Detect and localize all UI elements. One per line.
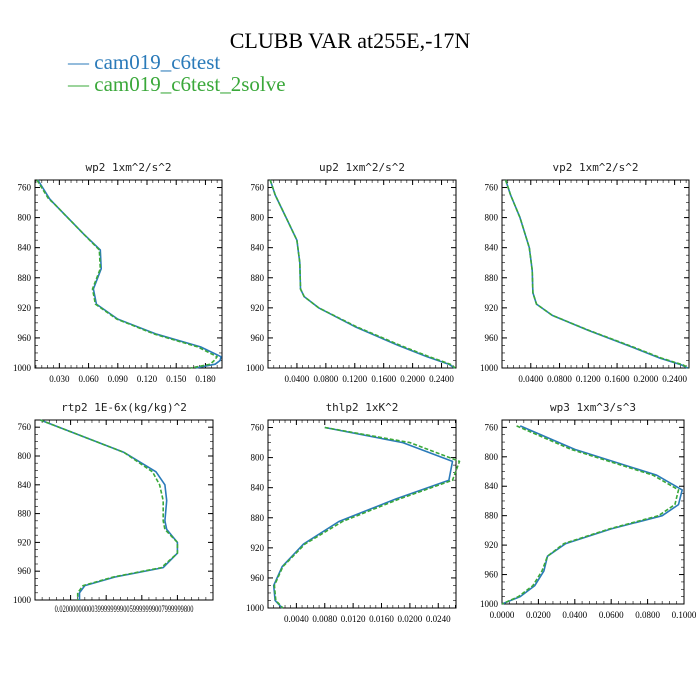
- y-tick-label-0-2: 840: [18, 243, 32, 253]
- x-tick-label-2-4: 0.2000: [633, 374, 658, 384]
- y-tick-label-3-2: 840: [18, 480, 32, 490]
- x-tick-label-2-5: 0.2400: [662, 374, 687, 384]
- y-tick-label-0-3: 880: [18, 273, 32, 283]
- y-tick-label-1-3: 880: [251, 273, 265, 283]
- series-line-5-0: [501, 425, 684, 605]
- plot-frame-0: [34, 179, 223, 369]
- plot-frame-2: [501, 179, 690, 369]
- x-tick-label-5-2: 0.0400: [562, 610, 587, 620]
- y-tick-label-1-1: 800: [251, 213, 265, 223]
- y-tick-label-2-2: 840: [485, 243, 499, 253]
- x-tick-label-5-4: 0.0800: [635, 610, 660, 620]
- x-tick-label-4-1: 0.0080: [312, 614, 337, 624]
- x-tick-label-2-3: 0.1600: [605, 374, 630, 384]
- y-tick-label-1-4: 920: [251, 303, 265, 313]
- y-tick-label-5-0: 760: [485, 422, 499, 432]
- y-tick-label-4-6: 1000: [246, 603, 265, 613]
- x-tick-label-2-1: 0.0800: [547, 374, 572, 384]
- y-tick-label-5-6: 1000: [480, 599, 499, 609]
- x-tick-label-1-0: 0.0400: [285, 374, 310, 384]
- y-tick-label-3-0: 760: [18, 422, 32, 432]
- x-tick-label-2-2: 0.1200: [576, 374, 601, 384]
- legend-entry-cam019-c6test: — cam019_c6test: [68, 50, 221, 74]
- x-tick-label-1-4: 0.2000: [400, 374, 425, 384]
- x-tick-label-5-1: 0.0200: [526, 610, 551, 620]
- y-tick-label-4-5: 960: [251, 573, 265, 583]
- plot-frame-3: [34, 419, 214, 601]
- x-tick-label-4-2: 0.0120: [341, 614, 366, 624]
- panel-title-0: wp2 1xm^2/s^2: [85, 161, 171, 174]
- panel-title-3: rtp2 1E-6x(kg/kg)^2: [61, 401, 187, 414]
- y-tick-label-0-0: 760: [18, 183, 32, 193]
- y-tick-label-4-3: 880: [251, 513, 265, 523]
- series-line-0-0: [37, 179, 222, 369]
- y-tick-label-5-1: 800: [485, 452, 499, 462]
- panel-title-1: up2 1xm^2/s^2: [319, 161, 405, 174]
- y-tick-label-5-3: 880: [485, 511, 499, 521]
- y-tick-label-2-4: 920: [485, 303, 499, 313]
- x-tick-label-1-5: 0.2400: [429, 374, 454, 384]
- series-line-1-0: [269, 179, 456, 369]
- plot-frame-4: [267, 419, 457, 609]
- x-tick-label-5-0: 0.0000: [490, 610, 515, 620]
- x-tick-label-5-3: 0.0600: [599, 610, 624, 620]
- x-tick-labels-overlapping-3: 0.02000000000399999999005999999900799999…: [55, 604, 194, 614]
- x-tick-label-0-1: 0.060: [78, 374, 99, 384]
- x-tick-label-4-5: 0.0240: [426, 614, 451, 624]
- series-line-0-1: [36, 179, 218, 369]
- y-tick-label-4-0: 760: [251, 423, 265, 433]
- x-tick-label-0-0: 0.030: [49, 374, 70, 384]
- x-tick-label-1-2: 0.1200: [342, 374, 367, 384]
- y-tick-label-0-4: 920: [18, 303, 32, 313]
- series-line-4-1: [273, 426, 461, 609]
- y-tick-label-2-1: 800: [485, 213, 499, 223]
- y-tick-label-1-0: 760: [251, 183, 265, 193]
- x-tick-label-0-5: 0.180: [195, 374, 216, 384]
- y-tick-label-5-2: 840: [485, 481, 499, 491]
- x-tick-label-4-0: 0.0040: [284, 614, 309, 624]
- y-tick-label-2-5: 960: [485, 333, 499, 343]
- y-tick-label-0-5: 960: [18, 333, 32, 343]
- series-line-5-1: [501, 425, 680, 605]
- plot-frame-5: [501, 419, 685, 605]
- x-tick-label-5-5: 0.1000: [672, 610, 697, 620]
- y-tick-label-3-5: 960: [18, 566, 32, 576]
- x-tick-label-0-4: 0.150: [166, 374, 187, 384]
- y-tick-label-1-6: 1000: [246, 363, 265, 373]
- panel-title-2: vp2 1xm^2/s^2: [552, 161, 638, 174]
- y-tick-label-3-3: 880: [18, 509, 32, 519]
- panel-title-5: wp3 1xm^3/s^3: [550, 401, 636, 414]
- x-tick-label-2-0: 0.0400: [518, 374, 543, 384]
- y-tick-label-5-4: 920: [485, 540, 499, 550]
- y-tick-label-4-1: 800: [251, 453, 265, 463]
- y-tick-label-4-4: 920: [251, 543, 265, 553]
- y-tick-label-5-5: 960: [485, 570, 499, 580]
- x-tick-label-4-4: 0.0200: [398, 614, 423, 624]
- series-line-4-0: [272, 426, 454, 609]
- series-line-1-1: [269, 179, 456, 369]
- plot-frame-1: [267, 179, 457, 369]
- series-line-3-1: [40, 419, 179, 600]
- figure-title: CLUBB VAR at255E,-17N: [229, 28, 471, 53]
- y-tick-label-1-5: 960: [251, 333, 265, 343]
- y-tick-label-0-6: 1000: [13, 363, 32, 373]
- series-line-2-1: [504, 179, 689, 369]
- y-tick-label-2-6: 1000: [480, 363, 499, 373]
- y-tick-label-3-1: 800: [18, 451, 32, 461]
- x-tick-label-1-3: 0.1600: [371, 374, 396, 384]
- x-tick-label-4-3: 0.0160: [369, 614, 394, 624]
- y-tick-label-3-6: 1000: [13, 595, 32, 605]
- y-tick-label-0-1: 800: [18, 213, 32, 223]
- x-tick-label-1-1: 0.0800: [313, 374, 338, 384]
- legend-entry-cam019-c6test-2solve: — cam019_c6test_2solve: [68, 72, 286, 96]
- y-tick-label-2-0: 760: [485, 183, 499, 193]
- y-tick-label-4-2: 840: [251, 483, 265, 493]
- y-tick-label-2-3: 880: [485, 273, 499, 283]
- y-tick-label-1-2: 840: [251, 243, 265, 253]
- x-tick-label-0-2: 0.090: [108, 374, 129, 384]
- y-tick-label-3-4: 920: [18, 537, 32, 547]
- x-tick-label-0-3: 0.120: [137, 374, 158, 384]
- panel-title-4: thlp2 1xK^2: [326, 401, 399, 414]
